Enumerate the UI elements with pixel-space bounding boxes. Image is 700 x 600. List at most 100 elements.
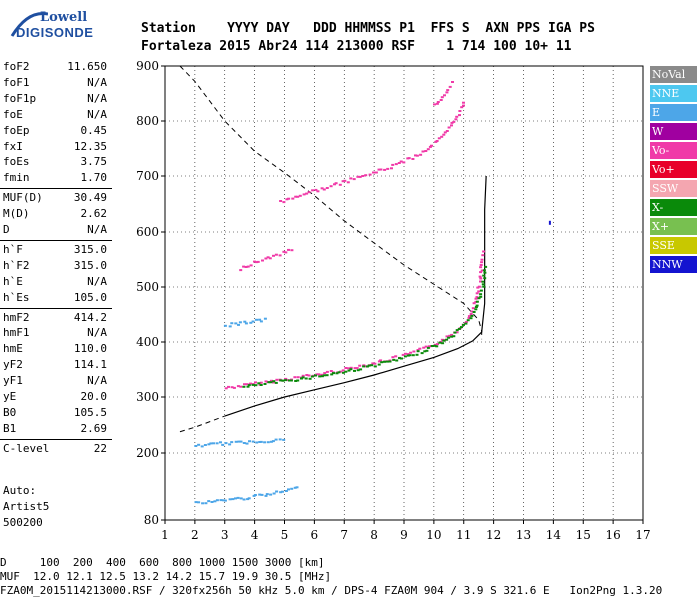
header-labels: Station YYYY DAY DDD HHMMSS P1 FFS S AXN… bbox=[141, 21, 595, 36]
echo-point bbox=[293, 486, 297, 489]
y-tick-label: 900 bbox=[136, 59, 159, 73]
x-tick-label: 14 bbox=[546, 528, 562, 542]
echo-point bbox=[255, 441, 259, 444]
echo-point bbox=[426, 148, 430, 151]
echo-point bbox=[279, 491, 283, 494]
echo-point bbox=[278, 438, 282, 441]
echo-point bbox=[480, 258, 484, 261]
echo-point bbox=[383, 360, 386, 363]
echo-point bbox=[471, 307, 475, 310]
echo-point bbox=[322, 374, 326, 377]
echo-point bbox=[397, 162, 401, 164]
param-key: foF1p bbox=[3, 91, 37, 105]
param-value: 1.70 bbox=[80, 171, 108, 185]
legend-item-w: W bbox=[650, 123, 697, 140]
echo-point bbox=[379, 359, 383, 362]
echo-point bbox=[435, 140, 439, 142]
echo-point bbox=[479, 289, 483, 292]
echo-point bbox=[325, 374, 329, 377]
echo-point bbox=[482, 274, 486, 277]
echo-point bbox=[272, 254, 275, 257]
echo-point bbox=[453, 331, 457, 334]
echo-point bbox=[451, 81, 454, 83]
echo-point bbox=[430, 345, 434, 347]
echo-point bbox=[426, 346, 430, 349]
echo-point bbox=[467, 317, 471, 319]
echo-point bbox=[282, 201, 286, 204]
echo-point bbox=[236, 385, 240, 388]
echo-point bbox=[445, 91, 449, 94]
echo-point bbox=[294, 380, 298, 382]
echo-point bbox=[452, 335, 456, 338]
echo-point bbox=[282, 438, 286, 441]
echo-point bbox=[305, 192, 309, 195]
echo-point bbox=[364, 174, 368, 177]
echo-point bbox=[221, 443, 225, 446]
echo-point bbox=[228, 498, 232, 501]
echo-point bbox=[197, 501, 201, 504]
echo-point bbox=[279, 200, 283, 202]
echo-point bbox=[230, 441, 234, 444]
echo-point bbox=[361, 175, 365, 177]
param-row-fxi: fxI 12.35 bbox=[3, 140, 107, 154]
echo-point bbox=[415, 154, 419, 157]
echo-point bbox=[332, 372, 335, 375]
echo-point bbox=[416, 349, 420, 351]
param-key: yE bbox=[3, 390, 17, 403]
echo-point bbox=[234, 497, 237, 500]
echo-point bbox=[274, 253, 278, 256]
echo-point bbox=[347, 369, 351, 372]
echo-point bbox=[409, 351, 413, 354]
echo-point bbox=[421, 150, 425, 153]
param-row-foep: foEp 0.45 bbox=[3, 124, 107, 138]
echo-point bbox=[281, 490, 284, 493]
echo-point bbox=[239, 385, 243, 388]
param-value: N/A bbox=[87, 107, 107, 121]
echo-point bbox=[481, 254, 485, 257]
echo-point bbox=[349, 366, 353, 369]
echo-point bbox=[406, 354, 410, 357]
param-key: foE bbox=[3, 107, 23, 121]
param-row-b0: B0 105.5 bbox=[3, 406, 107, 420]
param-row-clevel: C-level 22 bbox=[3, 442, 107, 456]
echo-point bbox=[478, 275, 482, 278]
param-value: 20.0 bbox=[80, 390, 108, 403]
echo-point bbox=[253, 494, 257, 496]
echo-point bbox=[246, 265, 250, 268]
legend-item-ssw: SSW bbox=[650, 180, 697, 197]
echo-point bbox=[244, 266, 248, 268]
echo-point bbox=[323, 372, 327, 375]
echo-point bbox=[462, 104, 465, 107]
x-tick-label: 4 bbox=[251, 528, 259, 542]
echo-point bbox=[209, 442, 213, 445]
echo-point bbox=[362, 365, 366, 368]
echo-point bbox=[223, 324, 227, 327]
echo-point bbox=[302, 193, 306, 196]
echo-point bbox=[394, 163, 398, 166]
echo-point bbox=[251, 440, 255, 443]
echo-point bbox=[318, 375, 322, 378]
echo-point bbox=[358, 175, 362, 178]
echo-point bbox=[341, 180, 345, 183]
param-separator bbox=[0, 239, 112, 241]
echo-point bbox=[212, 442, 215, 445]
param-key: D bbox=[3, 223, 10, 236]
echo-point bbox=[372, 171, 375, 174]
param-row-hmf2: hmF2 414.2 bbox=[3, 311, 107, 325]
echo-point bbox=[259, 381, 263, 384]
param-row-hme: hmE 110.0 bbox=[3, 342, 107, 356]
echo-point bbox=[325, 370, 329, 373]
echo-point bbox=[474, 306, 478, 308]
echo-point bbox=[269, 440, 273, 443]
echo-point bbox=[467, 315, 471, 318]
echo-point bbox=[481, 280, 485, 283]
echo-point bbox=[377, 168, 381, 171]
echo-point bbox=[346, 367, 350, 370]
echo-point bbox=[455, 115, 459, 118]
param-value: 2.62 bbox=[80, 207, 108, 221]
param-row-hmf1: hmF1 N/A bbox=[3, 326, 107, 340]
echo-point bbox=[349, 368, 353, 371]
echo-point bbox=[447, 336, 451, 339]
echo-point bbox=[296, 379, 300, 382]
